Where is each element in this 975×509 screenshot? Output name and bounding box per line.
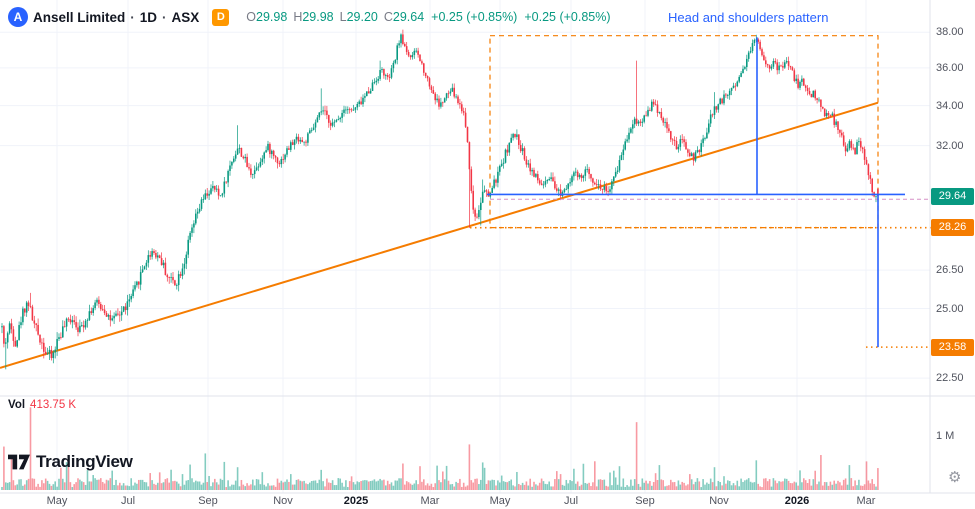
price-axis-label: 22.50: [936, 372, 964, 385]
open-value: 29.98: [256, 10, 288, 24]
separator: ·: [130, 9, 135, 25]
time-axis-label: Nov: [709, 495, 729, 507]
low-label: L: [339, 10, 347, 24]
high-value: 29.98: [302, 10, 334, 24]
time-axis[interactable]: May Jul Sep Nov 2025 Mar May Jul Sep Nov 2026 Mar: [0, 493, 975, 509]
ohlc-readout: O 29.98 H 29.98 L 29.20 C 29.64 +0.25 (+0.85…: [240, 10, 610, 24]
interval-d-badge[interactable]: D: [212, 8, 230, 26]
close-label: C: [383, 10, 393, 24]
symbol-title[interactable]: Ansell Limited: [33, 9, 126, 25]
separator: ·: [162, 9, 167, 25]
close-value: 29.64: [392, 10, 425, 24]
time-axis-label: 2026: [784, 495, 810, 507]
low-value: 29.20: [346, 10, 378, 24]
symbol-logo[interactable]: A: [8, 7, 28, 27]
price-axis-label: 26.50: [936, 264, 964, 277]
time-axis-label: Sep: [198, 495, 218, 507]
volume-label: Vol: [8, 399, 26, 411]
pattern-annotation-label[interactable]: Head and shoulders pattern: [668, 10, 829, 25]
price-axis[interactable]: 1 M 38.00 36.00 34.00 32.00 26.50 25.00 22.50 2…: [930, 0, 975, 493]
interval-label[interactable]: 1D: [139, 9, 158, 25]
volume-scale-label: 1 M: [936, 430, 955, 442]
settings-gear-icon[interactable]: ⚙: [948, 469, 962, 486]
high-label: H: [293, 10, 303, 24]
time-axis-label: Jul: [120, 495, 136, 507]
price-axis-label: 34.00: [936, 99, 964, 112]
price-axis-label: 25.00: [936, 302, 964, 315]
time-axis-label: Nov: [273, 495, 293, 507]
change-value-secondary: +0.25 (+0.85%): [524, 10, 611, 24]
time-axis-label: May: [489, 495, 511, 507]
time-axis-label: Sep: [635, 495, 655, 507]
time-axis-label: Jul: [563, 495, 579, 507]
price-axis-label: 32.00: [936, 139, 964, 152]
price-axis-label: 36.00: [936, 61, 964, 74]
tradingview-logo-icon: [8, 454, 30, 470]
time-axis-label: May: [46, 495, 68, 507]
time-axis-label: Mar: [420, 495, 440, 507]
tradingview-watermark[interactable]: TradingView: [8, 452, 133, 472]
exchange-label: ASX: [171, 9, 200, 25]
symbol-legend: A Ansell Limited · 1D · ASX D O 29.98 H 29…: [8, 7, 611, 27]
price-badge: 28.26: [931, 219, 974, 237]
open-label: O: [246, 10, 257, 24]
price-badge: 29.64: [931, 187, 974, 205]
price-axis-label: 38.00: [936, 26, 964, 39]
time-axis-label: Mar: [856, 495, 876, 507]
volume-legend: Vol 413.75 K: [8, 399, 76, 411]
change-value: +0.25 (+0.85%): [431, 10, 518, 24]
price-badge: 23.58: [931, 338, 974, 356]
time-axis-label: 2025: [343, 495, 369, 507]
tradingview-logo-text: TradingView: [36, 452, 133, 471]
volume-value: 413.75 K: [30, 399, 77, 411]
